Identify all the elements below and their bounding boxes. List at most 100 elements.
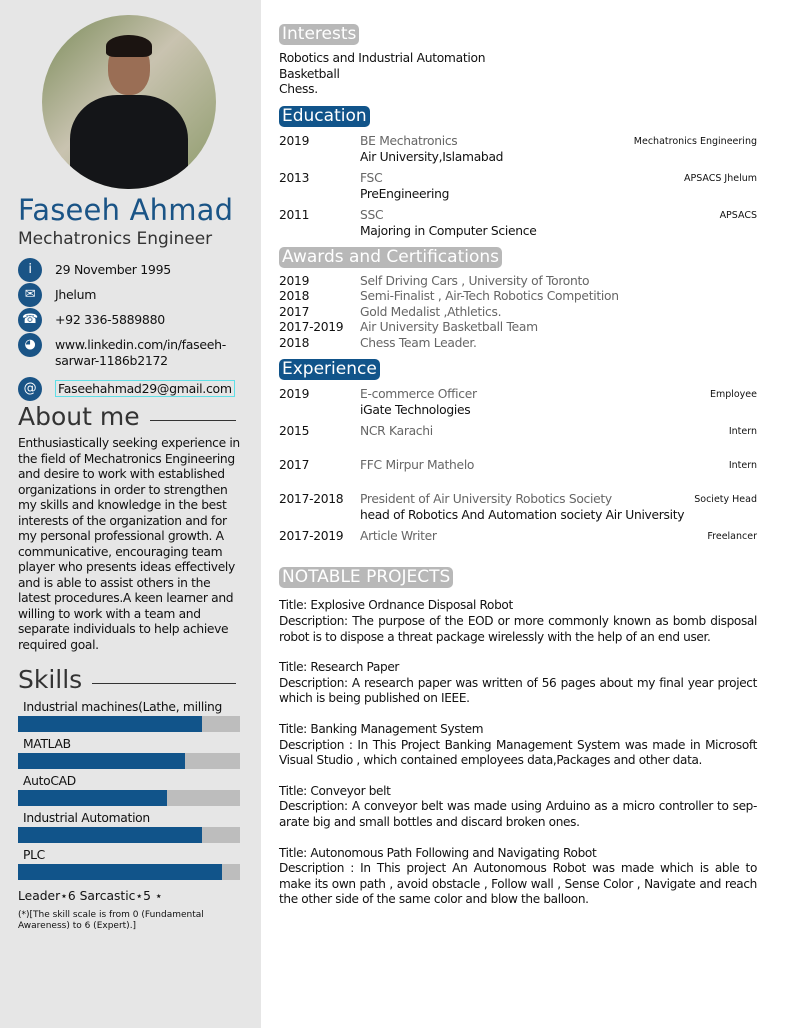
experience-list: 2019 E-commerce Officer iGate Technologies… <box>279 386 759 545</box>
about-heading-text: About me <box>18 402 140 431</box>
experience-year: 2019 <box>279 387 310 402</box>
skill-label: MATLAB <box>23 737 71 751</box>
about-text: Enthusiastically seeking experience in t… <box>18 436 240 652</box>
education-degree: FSC <box>360 170 383 185</box>
at-icon: @ <box>18 377 42 401</box>
experience-row: 2015 NCR Karachi Intern <box>279 423 757 452</box>
phone-icon: ☎ <box>18 308 42 332</box>
contact-item: i 29 November 1995 <box>18 258 243 282</box>
experience-title: E-commerce Officer <box>360 387 477 402</box>
about-heading: About me <box>18 402 236 432</box>
interests-section: Interests Robotics and Industrial Automa… <box>279 24 759 98</box>
experience-row: 2017-2018 President of Air University Rob… <box>279 491 757 523</box>
experience-section: Experience 2019 E-commerce Officer iGate T… <box>279 359 759 545</box>
traits: Leader⋆6 Sarcastic⋆5 ⋆ <box>18 889 163 903</box>
project-title: Title: Research Paper <box>279 660 400 675</box>
job-title: Mechatronics Engineer <box>18 229 213 249</box>
awards-section: Awards and Certifications 2019 Self Drivi… <box>279 246 759 352</box>
envelope-icon: ✉ <box>18 283 42 307</box>
experience-row: 2019 E-commerce Officer iGate Technologies… <box>279 386 757 418</box>
divider <box>92 682 236 684</box>
experience-type: Employee <box>709 389 757 401</box>
contact-text-wrap: 29 November 1995 <box>55 262 243 278</box>
experience-org: head of Robotics And Automation society … <box>360 508 685 523</box>
education-list: 2019 BE Mechatronics Air University,Islama… <box>279 133 759 239</box>
experience-org: iGate Technologies <box>360 403 471 418</box>
award-year: 2018 <box>279 335 310 350</box>
award-title: Chess Team Leader. <box>360 335 477 350</box>
education-institution: Mechatronics Engineering <box>633 135 757 147</box>
contact-item: ☎ +92 336-5889880 <box>18 308 243 332</box>
skill-bar-fill <box>18 716 203 732</box>
experience-body: President of Air University Robotics Soc… <box>360 491 686 523</box>
skill-label: PLC <box>23 848 45 862</box>
interests-list: Robotics and Industrial Automation Baske… <box>279 51 759 98</box>
skill-bar <box>18 753 240 769</box>
education-body: BE Mechatronics Air University,Islamabad <box>360 133 626 165</box>
education-heading: Education <box>279 105 370 127</box>
experience-type: Freelancer <box>707 531 757 543</box>
award-row: 2018 Semi-Finalist , Air-Tech Robotics Co… <box>279 289 759 305</box>
skill-bar-fill <box>18 864 223 880</box>
awards-list: 2019 Self Driving Cars , University of To… <box>279 274 759 352</box>
project-item: Title: Explosive Ordnance Disposal Robot… <box>279 598 757 645</box>
project-title: Title: Autonomous Path Following and Nav… <box>279 845 597 860</box>
experience-year: 2015 <box>279 424 310 439</box>
experience-body: Article Writer <box>360 528 699 545</box>
skills-heading: Skills <box>18 665 236 695</box>
contact-text: +92 336-5889880 <box>55 312 165 327</box>
experience-type: Intern <box>728 426 757 438</box>
project-description: Description : In This project An Autonom… <box>279 861 757 907</box>
project-item: Title: Banking Management System Descript… <box>279 722 757 769</box>
project-title: Title: Banking Management System <box>279 722 484 737</box>
skill-scale-note: (*)[The skill scale is from 0 (Fundament… <box>18 910 204 931</box>
project-description: Description : In This Project Banking Ma… <box>279 737 757 768</box>
awards-heading: Awards and Certifications <box>279 246 502 268</box>
main-content: Interests Robotics and Industrial Automa… <box>279 0 759 923</box>
skill-bar <box>18 716 240 732</box>
info-icon: i <box>18 258 42 282</box>
interests-heading: Interests <box>279 24 360 45</box>
education-section: Education 2019 BE Mechatronics Air Univers… <box>279 105 759 239</box>
experience-type: Intern <box>728 460 757 472</box>
skill-bar <box>18 790 240 806</box>
skill-item: Industrial Automation <box>18 810 240 843</box>
interest-item: Basketball <box>279 66 340 81</box>
skill-label: Industrial Automation <box>23 811 150 825</box>
contact-text[interactable]: Faseehahmad29@gmail.com <box>55 380 235 397</box>
skill-bar-fill <box>18 753 185 769</box>
project-title: Title: Conveyor belt <box>279 783 391 798</box>
contact-text-wrap: +92 336-5889880 <box>55 312 243 328</box>
education-degree: BE Mechatronics <box>360 133 458 148</box>
contact-text-wrap: www.linkedin.com/in/faseeh-sarwar-1186b2… <box>55 337 243 369</box>
education-degree: SSC <box>360 207 384 222</box>
experience-title: Article Writer <box>360 529 437 544</box>
projects-heading: NOTABLE PROJECTS <box>279 567 454 589</box>
contact-item: ✉ Jhelum <box>18 283 243 307</box>
award-year: 2017 <box>279 304 310 319</box>
award-title: Self Driving Cars , University of Toront… <box>360 273 590 288</box>
contact-item: @ Faseehahmad29@gmail.com <box>18 377 243 401</box>
interest-item: Robotics and Industrial Automation <box>279 51 486 65</box>
project-description: Description: A conveyor belt was made us… <box>279 799 757 829</box>
award-year: 2018 <box>279 289 310 304</box>
education-row: 2019 BE Mechatronics Air University,Islama… <box>279 133 757 165</box>
award-row: 2018 Chess Team Leader. <box>279 336 759 352</box>
contact-text: Jhelum <box>55 287 97 302</box>
education-year: 2013 <box>279 170 310 185</box>
projects-section: NOTABLE PROJECTS Title: Explosive Ordnan… <box>279 567 759 908</box>
education-row: 2011 SSC Majoring in Computer Science APSAC… <box>279 207 757 239</box>
full-name: Faseeh Ahmad <box>18 193 234 227</box>
sidebar: Faseeh Ahmad Mechatronics Engineer i 29 N… <box>0 0 261 1028</box>
project-item: Title: Autonomous Path Following and Nav… <box>279 846 757 908</box>
experience-title: NCR Karachi <box>360 424 433 439</box>
skill-item: MATLAB <box>18 736 240 769</box>
skills-list: Industrial machines(Lathe, milling MATLAB… <box>18 699 240 880</box>
profile-photo <box>42 15 216 189</box>
experience-heading: Experience <box>279 359 380 381</box>
project-item: Title: Research Paper Description: A rese… <box>279 660 757 707</box>
education-year: 2011 <box>279 207 310 222</box>
contact-text[interactable]: www.linkedin.com/in/faseeh-sarwar-1186b2… <box>55 337 226 368</box>
experience-title: President of Air University Robotics Soc… <box>360 492 612 507</box>
skill-item: AutoCAD <box>18 773 240 806</box>
